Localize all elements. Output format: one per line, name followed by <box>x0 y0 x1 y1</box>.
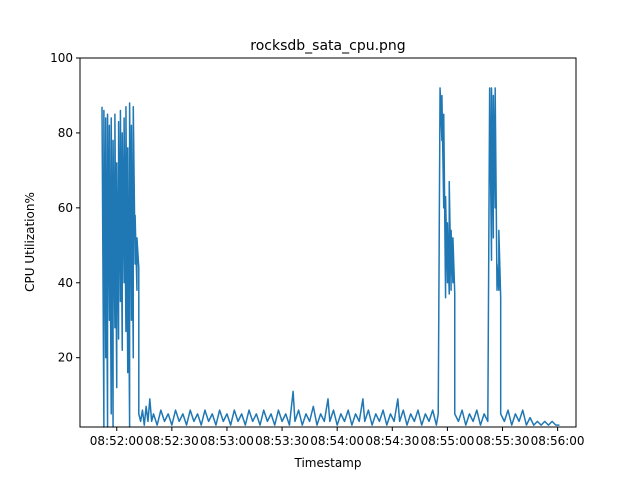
x-tick-label: 08:53:00 <box>200 434 254 448</box>
x-tick-label: 08:54:00 <box>310 434 364 448</box>
x-axis-label: Timestamp <box>294 456 362 470</box>
x-tick-label: 08:53:30 <box>255 434 309 448</box>
y-tick-label: 60 <box>58 201 73 215</box>
y-tick-label: 40 <box>58 276 73 290</box>
x-tick-label: 08:55:30 <box>476 434 530 448</box>
x-axis: 08:52:00 08:52:30 08:53:00 08:53:30 08:54:00… <box>90 427 585 448</box>
x-tick-label: 08:52:30 <box>145 434 199 448</box>
plot-area <box>79 57 577 428</box>
y-axis-label: CPU Utilization% <box>23 192 37 292</box>
y-tick-label: 20 <box>58 351 73 365</box>
plot-frame <box>79 57 577 428</box>
x-tick-label: 08:52:00 <box>90 434 144 448</box>
series-line-1 <box>101 87 560 428</box>
chart-title: rocksdb_sata_cpu.png <box>250 38 405 54</box>
series-layer <box>101 87 560 428</box>
x-tick-label: 08:55:00 <box>420 434 474 448</box>
y-tick-label: 80 <box>58 126 73 140</box>
y-tick-label: 100 <box>50 51 73 65</box>
x-tick-label: 08:54:30 <box>365 434 419 448</box>
y-axis: 20 40 60 80 100 <box>50 51 80 365</box>
plot-background <box>80 58 576 427</box>
x-tick-label: 08:56:00 <box>531 434 585 448</box>
